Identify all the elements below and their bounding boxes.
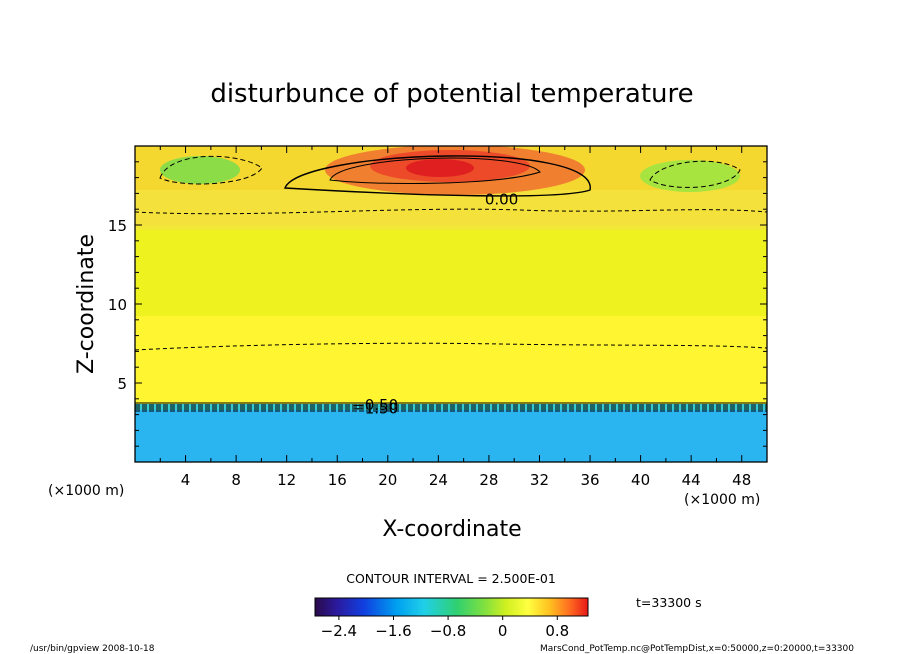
x-tick-label: 24	[429, 471, 448, 489]
colorbar-ticks: −2.4 −1.6 −0.8 0 0.8	[321, 616, 569, 640]
cool-anomaly-left	[160, 156, 240, 184]
contour-zero	[283, 155, 591, 197]
y-axis-ticks: 5 10 15	[108, 161, 767, 447]
y-tick-label: 10	[108, 296, 127, 314]
x-tick-label: 28	[479, 471, 498, 489]
y-axis-title: Z-coordinate	[74, 234, 99, 374]
x-unit-right: (×1000 m)	[684, 492, 760, 508]
x-tick-label: 20	[378, 471, 397, 489]
field-cold-layer	[135, 410, 767, 462]
plot-field	[135, 146, 767, 462]
colorbar-tick-label: 0.8	[545, 622, 569, 640]
x-tick-label: 44	[682, 471, 701, 489]
x-tick-label: 48	[732, 471, 751, 489]
contour-label: −1.50	[352, 399, 398, 417]
contour-positive	[329, 157, 541, 185]
x-tick-label: 32	[530, 471, 549, 489]
contour-label: −0.50	[352, 396, 398, 414]
colorbar-tick-label: −1.6	[375, 622, 411, 640]
contour-label: 0.00	[485, 191, 518, 209]
x-tick-label: 40	[631, 471, 650, 489]
contour-interval-label: CONTOUR INTERVAL = 2.500E-01	[346, 571, 556, 586]
x-unit-left: (×1000 m)	[48, 483, 124, 499]
cool-anomaly-right	[640, 160, 740, 192]
x-axis-title: X-coordinate	[382, 517, 521, 542]
colorbar-tick-label: 0	[498, 622, 508, 640]
contour-negative-right	[649, 160, 741, 188]
colorbar	[314, 597, 589, 617]
field-lower-layer	[135, 316, 767, 406]
footer-right: MarsCond_PotTemp.nc@PotTempDist,x=0:5000…	[540, 644, 854, 654]
warm-anomaly-core	[406, 159, 474, 177]
contour-labels: 0.00 −0.50−1.50	[352, 191, 518, 418]
x-tick-label: 4	[181, 471, 191, 489]
x-tick-label: 16	[328, 471, 347, 489]
x-tick-label: 36	[580, 471, 599, 489]
contour-mid-band	[135, 342, 767, 351]
colorbar-tick-label: −0.8	[430, 622, 466, 640]
footer-left: /usr/bin/gpview 2008-10-18	[30, 644, 155, 654]
field-transition-layer	[135, 190, 767, 230]
field-gradient-layer	[135, 404, 767, 412]
colorbar-tick-label: −2.4	[321, 622, 357, 640]
x-tick-label: 8	[231, 471, 241, 489]
y-tick-label: 15	[108, 217, 127, 235]
contour-negative-left	[159, 155, 263, 185]
y-tick-label: 5	[117, 375, 127, 393]
contour-upper-band	[135, 208, 767, 215]
chart-title: disturbunce of potential temperature	[210, 79, 693, 109]
x-tick-label: 12	[277, 471, 296, 489]
x-axis-ticks: 4 8 12 16 20 24 28 32 36 40 44 48	[159, 146, 751, 489]
time-label: t=33300 s	[636, 595, 702, 610]
contour-dense-band	[135, 402, 767, 412]
